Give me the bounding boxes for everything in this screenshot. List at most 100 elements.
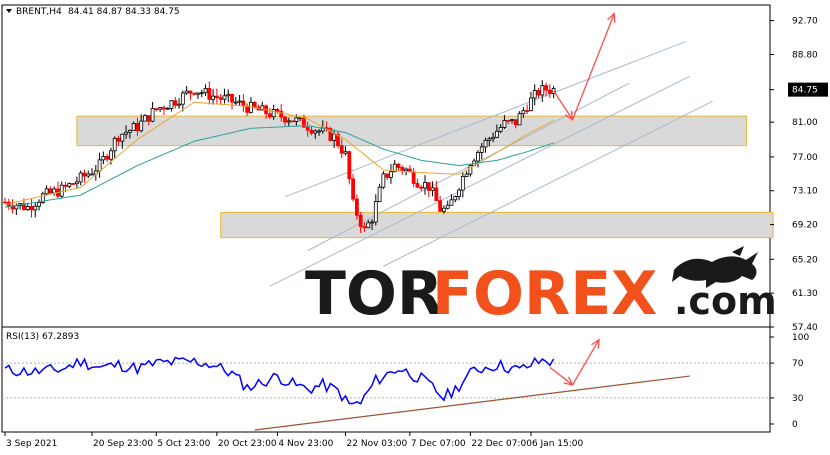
candle-body bbox=[506, 120, 511, 122]
candle-body bbox=[22, 203, 26, 210]
candle-body bbox=[245, 105, 250, 113]
candle-body bbox=[218, 97, 223, 100]
candle-body bbox=[260, 105, 265, 111]
candle-body bbox=[67, 183, 72, 187]
candle-body bbox=[434, 187, 439, 201]
candle-body bbox=[491, 136, 496, 140]
candle-body bbox=[14, 205, 19, 210]
candle-body bbox=[279, 110, 284, 118]
candle-body bbox=[483, 139, 488, 148]
candle-body bbox=[442, 207, 446, 212]
candle-body bbox=[162, 107, 166, 110]
rsi-tick-label: 70 bbox=[792, 359, 804, 369]
moving-average-slow-line bbox=[4, 125, 554, 208]
candle-body bbox=[196, 92, 200, 95]
candle-body bbox=[430, 187, 435, 191]
candle-body bbox=[498, 127, 503, 132]
candle-body bbox=[513, 119, 518, 126]
candle-body bbox=[177, 103, 181, 106]
candle-body bbox=[116, 137, 121, 142]
candle-body bbox=[192, 92, 197, 95]
time-tick-label: 20 Oct 23:00 bbox=[218, 439, 277, 449]
candle-body bbox=[237, 100, 242, 103]
time-tick-label: 7 Dec 07:00 bbox=[411, 439, 466, 449]
candle-body bbox=[199, 92, 204, 95]
candle-body bbox=[37, 202, 41, 207]
time-tick-label: 5 Oct 23:00 bbox=[157, 439, 210, 449]
zone-1 bbox=[76, 115, 748, 147]
time-tick-label: 4 Nov 23:00 bbox=[278, 439, 333, 449]
candle-body bbox=[267, 113, 272, 118]
candle-body bbox=[351, 178, 356, 200]
candle-body bbox=[400, 167, 405, 172]
symbol-label: BRENT,H4 bbox=[16, 7, 62, 17]
candle-body bbox=[180, 92, 185, 105]
candle-body bbox=[101, 156, 106, 161]
candle-body bbox=[112, 137, 117, 152]
candle-body bbox=[154, 108, 159, 111]
candle-body bbox=[78, 172, 83, 183]
channel-line-4 bbox=[383, 100, 713, 267]
candle-body bbox=[71, 183, 76, 185]
time-axis: 3 Sep 2021 20 Sep 23:00 5 Oct 23:00 20 Oct … bbox=[4, 432, 583, 449]
candle-body bbox=[188, 90, 193, 94]
rsi-tick-label: 100 bbox=[792, 333, 809, 343]
candle-body bbox=[476, 152, 480, 162]
candle-body bbox=[336, 133, 340, 147]
candle-body bbox=[532, 90, 537, 99]
candle-body bbox=[354, 198, 359, 216]
candle-body bbox=[419, 186, 424, 189]
rsi-forecast-arrow-1-head bbox=[563, 376, 574, 386]
moving-averages bbox=[4, 101, 554, 208]
dropdown-triangle-icon[interactable] bbox=[6, 9, 12, 13]
candle-body bbox=[385, 173, 390, 178]
price-forecast-arrow-1-head bbox=[607, 12, 616, 23]
candle-body bbox=[464, 173, 469, 177]
rsi-line bbox=[4, 356, 555, 405]
last-price-badge bbox=[788, 82, 828, 97]
candle-body bbox=[169, 100, 174, 109]
candle-body bbox=[328, 128, 333, 141]
candle-body bbox=[362, 226, 367, 229]
watermark-com: .com bbox=[674, 279, 777, 323]
candle-body bbox=[510, 119, 514, 122]
candle-body bbox=[502, 120, 507, 128]
candle-body bbox=[305, 126, 310, 131]
candle-body bbox=[366, 222, 371, 229]
zone-2 bbox=[220, 211, 774, 239]
candle-body bbox=[544, 85, 548, 91]
candle-body bbox=[381, 173, 386, 188]
candle-body bbox=[449, 199, 454, 206]
candle-body bbox=[74, 181, 79, 185]
candle-body bbox=[411, 171, 416, 184]
candle-body bbox=[105, 156, 110, 160]
candle-body bbox=[158, 107, 163, 110]
price-tick-label: 61.30 bbox=[792, 289, 818, 299]
candle-body bbox=[332, 133, 337, 141]
candle-body bbox=[86, 173, 91, 177]
candle-body bbox=[90, 173, 94, 176]
price-candles bbox=[3, 80, 556, 234]
watermark-logo: TOR FOREX .com bbox=[305, 246, 777, 329]
rsi-tick-label: 30 bbox=[792, 394, 804, 404]
candle-body bbox=[438, 200, 443, 212]
rsi-support-trendline bbox=[254, 375, 690, 431]
candle-body bbox=[230, 93, 234, 103]
candle-body bbox=[97, 159, 102, 172]
candle-body bbox=[396, 163, 401, 168]
candle-body bbox=[252, 101, 257, 108]
candle-body bbox=[29, 206, 34, 211]
price-tick-label: 69.20 bbox=[792, 221, 818, 231]
price-tick-label: 57.40 bbox=[792, 323, 818, 333]
candle-body bbox=[150, 108, 155, 122]
candle-body bbox=[525, 110, 530, 113]
candle-body bbox=[547, 89, 552, 94]
candle-body bbox=[290, 120, 295, 123]
price-tick-label: 81.00 bbox=[792, 118, 818, 128]
candle-body bbox=[313, 130, 318, 134]
price-tick-label: 73.10 bbox=[792, 187, 818, 197]
candle-body bbox=[317, 130, 321, 133]
last-price-label: 84.75 bbox=[792, 86, 818, 96]
candle-body bbox=[370, 221, 374, 224]
